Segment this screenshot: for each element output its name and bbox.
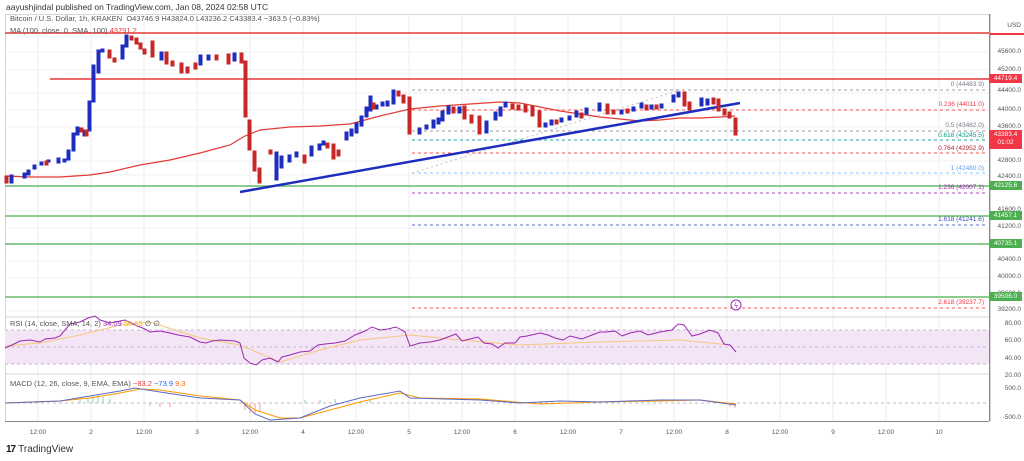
ascending-trendline (239, 101, 741, 194)
macd-label: MACD (12, 26, close, 9, EMA, EMA) (10, 379, 131, 388)
price-tick: 45200.0 (997, 66, 1022, 73)
rsi-sma-value: 50.65 (123, 319, 143, 328)
rsi-tick: 80.00 (1004, 320, 1021, 327)
symbol-name: Bitcoin / U.S. Dollar, 1h, KRAKEN (10, 14, 123, 23)
price-tag-39506: 39506.0 (989, 292, 1022, 301)
time-axis[interactable]: 12:00 2 12:00 3 12:00 4 12:00 5 12:00 6 … (5, 421, 989, 442)
rsi-label: RSI (14, close, SMA, 14, 2) (10, 319, 101, 328)
price-tick: 44000.0 (997, 106, 1022, 113)
price-tag-40735: 40735.1 (989, 239, 1022, 248)
horizontal-gridlines (5, 51, 989, 312)
time-label: 12:00 (241, 429, 259, 436)
macd-line-value: −73.9 (154, 379, 174, 388)
fib-0: 0 (44483.9) (951, 81, 984, 88)
price-tick: 39200.0 (997, 306, 1022, 313)
fib-05: 0.5 (43482.0) (945, 122, 984, 129)
time-label: 9 (831, 429, 835, 436)
time-label: 8 (725, 429, 729, 436)
ma-label: MA (100, close, 0, SMA, 100) (10, 26, 108, 35)
time-label: 2 (89, 429, 93, 436)
currency-label: USD (1007, 22, 1021, 29)
macd-signal-value: 9.3 (175, 379, 186, 388)
rsi-tick: 20.00 (1004, 372, 1021, 379)
symbol-legend[interactable]: Bitcoin / U.S. Dollar, 1h, KRAKEN O43746… (10, 14, 320, 23)
current-price: 43383.4 (993, 131, 1018, 138)
fib-diagonal (411, 89, 681, 174)
macd-tick: 500.0 (1004, 385, 1021, 392)
fib-1236: 1.236 (42007.1) (938, 184, 984, 191)
macd-histogram-neg (149, 403, 736, 414)
macd-line (4, 387, 737, 421)
ohlc-values: O43746.9 H43824.0 L43236.2 C43383.4 −363… (126, 14, 320, 23)
price-tick: 43600.0 (997, 123, 1022, 130)
macd-hist-value: −83.2 (132, 379, 152, 388)
price-tick: 41200.0 (997, 223, 1022, 230)
price-tag-44719: 44719.4 (989, 74, 1022, 83)
rsi-tick: 60.00 (1004, 337, 1021, 344)
time-label: 10 (935, 429, 943, 436)
tradingview-logo-icon: 17 (6, 444, 16, 455)
fib-1618: 1.618 (41241.6) (938, 216, 984, 223)
time-label: 12:00 (665, 429, 683, 436)
svg-text:ϟ: ϟ (734, 302, 739, 310)
time-label: 12:00 (347, 429, 365, 436)
candlesticks (4, 34, 738, 184)
fib-0236: 0.236 (44011.0) (939, 101, 984, 108)
time-label: 7 (619, 429, 623, 436)
price-tag-42125: 42125.6 (989, 181, 1022, 190)
price-tick: 42400.0 (997, 173, 1022, 180)
rsi-legend[interactable]: RSI (14, close, SMA, 14, 2) 34.09 50.65 … (10, 319, 160, 328)
fib-labels: 0 (44483.9) 0.236 (44011.0) 0.5 (43482.0… (938, 81, 984, 306)
price-tick: 42800.0 (997, 157, 1022, 164)
rsi-value: 34.09 (102, 319, 122, 328)
fib-1: 1 (42480.0) (951, 165, 984, 172)
top-level-marker (990, 33, 1024, 35)
publisher-line: aayushjindal published on TradingView.co… (6, 2, 269, 12)
rsi-tick: 40.00 (1004, 355, 1021, 362)
bar-countdown: 01:02 (997, 139, 1014, 146)
rsi-sma-line (4, 321, 731, 363)
price-tag-current: 43383.4 01:02 (989, 130, 1022, 149)
lightning-event-icon[interactable]: ϟ (730, 299, 742, 311)
ma-value: 43791.2 (109, 26, 137, 35)
time-label: 12:00 (771, 429, 789, 436)
price-tick: 40400.0 (997, 256, 1022, 263)
time-label: 5 (407, 429, 411, 436)
time-label: 12:00 (877, 429, 895, 436)
price-tag-41457: 41457.1 (989, 211, 1022, 220)
footer[interactable]: 17 TradingView (6, 444, 73, 455)
time-label: 12:00 (453, 429, 471, 436)
price-tick: 45600.0 (997, 48, 1022, 55)
fibonacci-lines (412, 89, 986, 309)
time-label: 3 (195, 429, 199, 436)
time-label: 12:00 (29, 429, 47, 436)
time-label: 6 (513, 429, 517, 436)
rsi-extra: ∅ ∅ (144, 319, 160, 328)
price-tick: 44400.0 (997, 87, 1022, 94)
rsi-line (4, 315, 737, 366)
fib-2618: 2.618 (39237.7) (938, 299, 984, 306)
fib-0618: 0.618 (43245.5) (938, 132, 984, 139)
brand-name: TradingView (18, 444, 74, 455)
price-tick: 40000.0 (997, 273, 1022, 280)
price-tick: 41600.0 (997, 206, 1022, 213)
fib-0764: 0.764 (42952.9) (938, 145, 984, 152)
time-label: 4 (301, 429, 305, 436)
macd-tick: -500.0 (1002, 414, 1021, 421)
time-label: 12:00 (135, 429, 153, 436)
ma-legend[interactable]: MA (100, close, 0, SMA, 100) 43791.2 (10, 26, 137, 35)
macd-legend[interactable]: MACD (12, 26, close, 9, EMA, EMA) −83.2 … (10, 379, 186, 388)
time-label: 12:00 (559, 429, 577, 436)
